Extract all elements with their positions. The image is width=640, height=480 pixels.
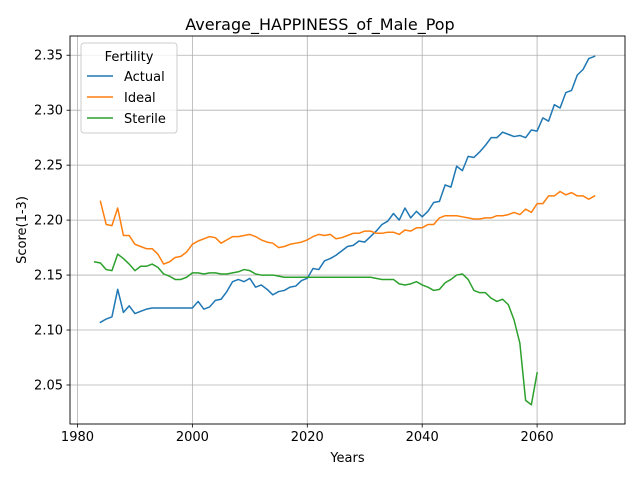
series-line-ideal: [99, 190, 596, 265]
y-tick-label: 2.25: [34, 159, 63, 174]
legend-label-sterile: Sterile: [124, 112, 166, 127]
x-tick-label: 2060: [521, 430, 554, 445]
x-tick-label: 2000: [176, 430, 209, 445]
series-line-actual: [99, 55, 596, 324]
legend-label-actual: Actual: [124, 70, 165, 85]
plot-frame: [69, 35, 626, 425]
legend-entries: Actual Ideal Sterile: [87, 70, 166, 127]
legend-box: [80, 42, 178, 134]
grid: [70, 36, 625, 424]
series-layer: [93, 55, 596, 406]
y-axis: 2.05 2.10 2.15 2.20 2.25 2.30 2.35: [34, 49, 70, 393]
y-tick-label: 2.10: [34, 324, 63, 339]
x-axis-title: Years: [329, 451, 365, 466]
x-tick-label: 2040: [406, 430, 439, 445]
y-tick-label: 2.15: [34, 269, 63, 284]
x-tick-label: 2020: [291, 430, 324, 445]
y-axis-title: Score(1-3): [15, 196, 30, 264]
legend-title: Fertility: [105, 50, 154, 65]
x-tick-label: 1980: [61, 430, 94, 445]
series-line-sterile: [93, 253, 538, 406]
legend-label-ideal: Ideal: [124, 91, 156, 106]
legend: Fertility Actual Ideal Sterile: [80, 42, 178, 134]
y-tick-label: 2.35: [34, 49, 63, 64]
y-tick-label: 2.20: [34, 214, 63, 229]
x-axis: 1980 2000 2020 2040 2060: [61, 424, 554, 445]
chart-title: Average_HAPPINESS_of_Male_Pop: [185, 15, 454, 35]
y-tick-label: 2.05: [34, 378, 63, 393]
y-tick-label: 2.30: [34, 104, 63, 119]
